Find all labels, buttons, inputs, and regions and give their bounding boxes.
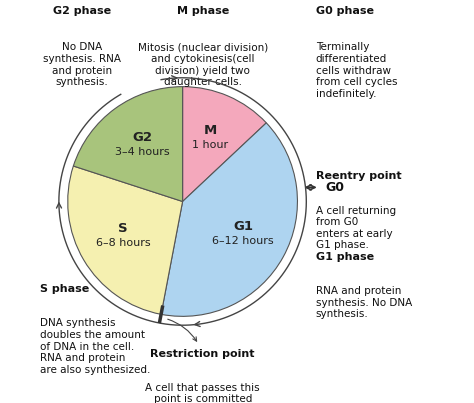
Text: 3–4 hours: 3–4 hours <box>115 147 169 157</box>
Text: M: M <box>203 124 217 137</box>
Text: Reentry point: Reentry point <box>316 171 401 181</box>
Wedge shape <box>161 123 298 316</box>
Text: G1 phase: G1 phase <box>316 252 374 262</box>
Text: Terminally
differentiated
cells withdraw
from cell cycles
indefinitely.: Terminally differentiated cells withdraw… <box>316 42 397 99</box>
Text: G0: G0 <box>326 181 345 194</box>
Wedge shape <box>68 166 182 314</box>
Text: 6–12 hours: 6–12 hours <box>212 236 274 246</box>
Text: Mitosis (nuclear division)
and cytokinesis(cell
division) yield two
daughter cel: Mitosis (nuclear division) and cytokines… <box>137 42 268 87</box>
Wedge shape <box>182 87 266 202</box>
Text: RNA and protein
synthesis. No DNA
synthesis.: RNA and protein synthesis. No DNA synthe… <box>316 286 412 319</box>
Text: S phase: S phase <box>39 284 89 294</box>
Text: Restriction point: Restriction point <box>151 349 255 359</box>
Text: M phase: M phase <box>177 6 229 16</box>
Wedge shape <box>73 87 182 202</box>
Text: A cell returning
from G0
enters at early
G1 phase.: A cell returning from G0 enters at early… <box>316 206 396 250</box>
Text: S: S <box>118 222 128 235</box>
Text: DNA synthesis
doubles the amount
of DNA in the cell.
RNA and protein
are also sy: DNA synthesis doubles the amount of DNA … <box>39 318 150 375</box>
Text: 1 hour: 1 hour <box>192 140 228 150</box>
Text: A cell that passes this
point is committed
to pass into S phase.: A cell that passes this point is committ… <box>146 383 260 403</box>
Text: G0 phase: G0 phase <box>316 6 374 16</box>
Text: No DNA
synthesis. RNA
and protein
synthesis.: No DNA synthesis. RNA and protein synthe… <box>43 42 121 87</box>
Text: 6–8 hours: 6–8 hours <box>96 238 151 248</box>
Text: G2: G2 <box>132 131 152 144</box>
Text: G1: G1 <box>233 220 253 233</box>
Text: G2 phase: G2 phase <box>53 6 111 16</box>
